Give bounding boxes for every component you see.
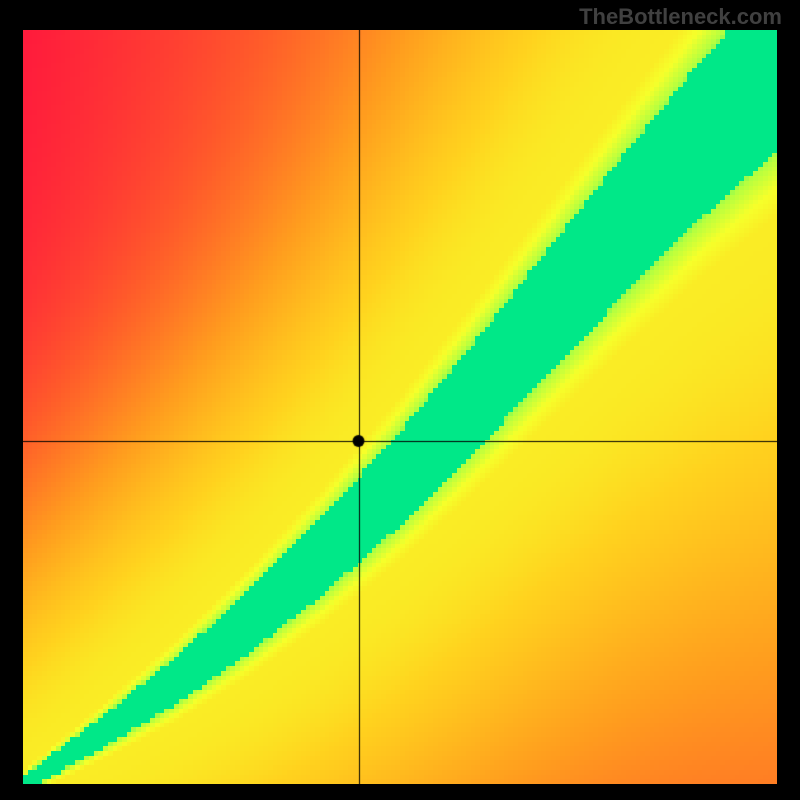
watermark-text: TheBottleneck.com — [579, 4, 782, 30]
overlay-canvas — [23, 30, 777, 784]
